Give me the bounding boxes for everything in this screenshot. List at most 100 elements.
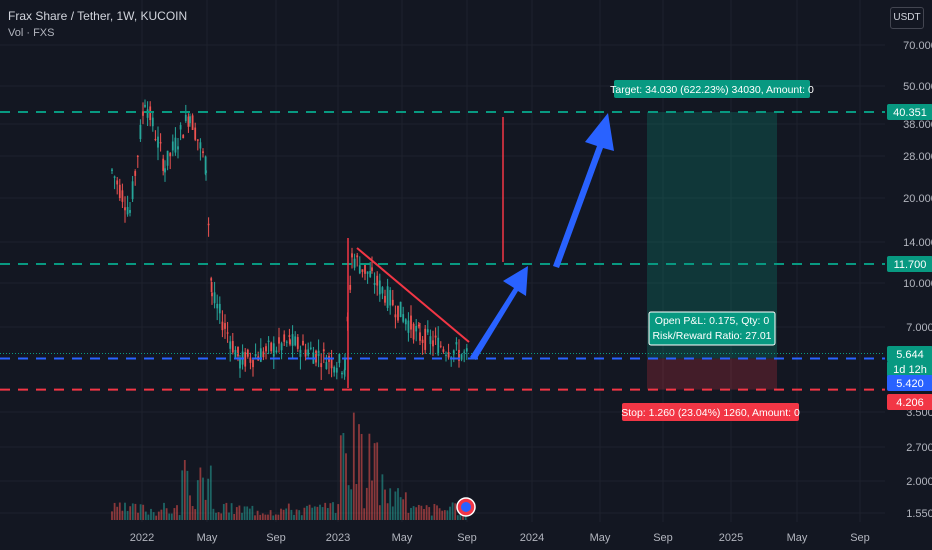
volume-bar: [209, 465, 212, 520]
volume-bar: [220, 513, 223, 520]
volume-bar: [308, 504, 311, 520]
price-tick-label: 7.000: [906, 322, 932, 334]
volume-bar: [420, 505, 423, 520]
candle-body: [407, 320, 410, 333]
volume-bar: [155, 515, 158, 520]
volume-bar: [456, 515, 459, 520]
volume-bar: [225, 502, 228, 520]
volume-bar: [412, 506, 415, 520]
stop-label-box: [622, 403, 799, 421]
candle-body: [439, 345, 442, 347]
candle-body: [275, 350, 278, 353]
volume-bar: [290, 509, 293, 520]
price-badge: [887, 394, 932, 410]
candle-body: [356, 255, 359, 258]
stats-box: [648, 311, 776, 346]
time-axis[interactable]: 2022 May Sep 2023 May Sep 2024 May Sep 2025 May Sep: [130, 497, 870, 544]
symbol-title[interactable]: Frax Share / Tether, 1W, KUCOIN: [8, 9, 188, 23]
candle-body: [199, 142, 202, 149]
volume-bar: [371, 480, 373, 520]
candle-body: [402, 314, 405, 322]
candle-body: [144, 104, 146, 107]
price-tick-label: 1.550: [906, 508, 932, 520]
volume-bar: [168, 513, 171, 520]
candle-body: [458, 349, 460, 361]
candle-body: [333, 366, 336, 373]
candle-body: [157, 136, 159, 148]
volume-bar: [207, 478, 210, 520]
candle-body: [142, 111, 144, 116]
volume-bar: [241, 512, 243, 520]
candle-body: [289, 339, 291, 345]
volume-bar: [243, 506, 246, 520]
time-tick-label: May: [787, 532, 808, 544]
volume-bar: [251, 505, 254, 520]
volume-bar: [129, 506, 132, 520]
volume-bar: [202, 477, 204, 520]
price-badge-label: 4.206: [896, 397, 924, 409]
candle-body: [254, 354, 257, 357]
candle-body: [196, 139, 199, 141]
volume-bar: [173, 508, 176, 520]
volume-bar: [163, 502, 165, 520]
volume-indicator-label[interactable]: Vol · FXS: [8, 27, 55, 39]
candle-body: [364, 264, 366, 274]
currency-unit-button[interactable]: USDT: [890, 7, 924, 29]
volume-bar: [373, 443, 376, 520]
volume-bar: [259, 514, 262, 520]
volume-bar: [399, 497, 402, 520]
volume-bar: [228, 512, 230, 520]
volume-bar: [446, 510, 449, 520]
candle-body: [134, 171, 137, 176]
volume-bar: [402, 499, 405, 520]
volume-bar: [124, 502, 126, 520]
volume-bar: [287, 503, 290, 520]
price-badge: [887, 375, 932, 391]
candle-body: [369, 270, 372, 277]
time-tick-label: Sep: [850, 532, 870, 544]
candle-body: [129, 210, 131, 213]
volume-bar: [196, 480, 199, 520]
candle-body: [442, 349, 445, 352]
volume-bar: [391, 506, 394, 520]
price-axis[interactable]: 70.000 50.000 38.000 28.000 20.000 14.000 10.0…: [887, 40, 932, 520]
candle-body: [371, 267, 373, 271]
volume-bar: [165, 508, 168, 520]
candle-body: [210, 278, 213, 281]
time-tick-label: Sep: [266, 532, 286, 544]
candle-body: [304, 349, 307, 357]
volume-bar: [118, 502, 121, 520]
candle-body: [373, 283, 376, 285]
volume-bar: [282, 509, 285, 520]
price-tick-label: 28.000: [903, 151, 932, 163]
price-tick-label: 70.000: [903, 40, 932, 52]
price-badge-label: 40.351: [893, 107, 927, 119]
candle-body: [204, 156, 207, 175]
chart-grid: [0, 0, 885, 522]
volume-bar: [337, 504, 340, 520]
volume-bar: [113, 502, 116, 520]
candle-body: [262, 351, 265, 358]
candle-body: [270, 342, 273, 352]
candle-body: [445, 354, 447, 356]
candle-body: [177, 146, 179, 150]
volume-bar: [311, 507, 314, 520]
volume-bar: [144, 511, 147, 520]
volume-bar: [295, 509, 298, 520]
candle-body: [351, 253, 353, 258]
volume-bar: [428, 507, 431, 520]
candle-body: [452, 350, 455, 355]
candle-body: [309, 347, 312, 350]
volume-bar: [264, 514, 267, 520]
volume-bar: [303, 507, 306, 520]
volume-bar: [324, 502, 327, 520]
candle-body: [394, 314, 397, 318]
candle-body: [136, 155, 139, 157]
candle-body: [226, 332, 229, 334]
volume-bar: [321, 507, 324, 520]
price-badge-label: 5.420: [896, 378, 924, 390]
volume-bar: [126, 510, 129, 520]
volume-bar: [332, 502, 334, 520]
candle-body: [381, 287, 384, 294]
